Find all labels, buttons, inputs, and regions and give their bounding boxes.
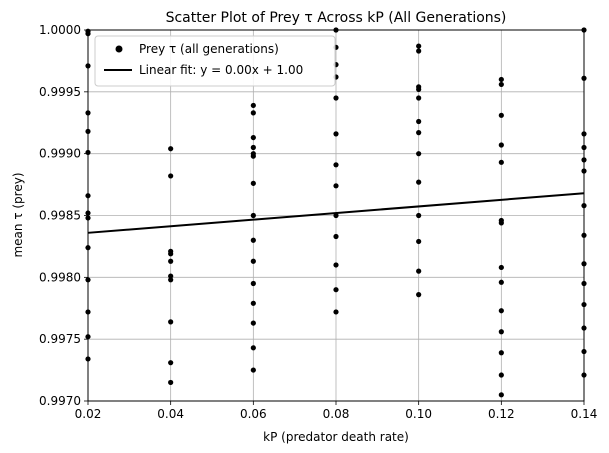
data-point — [498, 279, 504, 285]
data-point — [333, 162, 339, 168]
data-point — [168, 258, 174, 264]
data-point — [416, 43, 422, 49]
data-point — [333, 131, 339, 137]
data-point — [498, 142, 504, 148]
y-tick-label: 0.9985 — [39, 209, 81, 223]
data-point — [416, 118, 422, 125]
data-point — [250, 180, 256, 186]
data-point — [333, 212, 339, 219]
y-axis-ticks: 0.9970 0.9975 0.9980 0.9985 0.9990 0.9995 1.00… — [39, 23, 88, 408]
data-point — [498, 76, 504, 83]
x-tick-label: 0.08 — [323, 407, 350, 421]
data-point — [498, 264, 504, 271]
data-point — [250, 320, 256, 326]
data-point — [416, 238, 422, 245]
data-point — [498, 159, 504, 165]
x-tick-label: 0.04 — [157, 407, 184, 421]
data-point — [498, 220, 504, 226]
data-point — [498, 81, 504, 88]
data-point — [333, 262, 339, 268]
data-point — [333, 233, 339, 240]
legend: Prey τ (all generations) Linear fit: y =… — [94, 35, 336, 87]
data-point — [333, 287, 339, 293]
data-point — [168, 173, 174, 179]
data-point — [250, 102, 256, 109]
data-point — [250, 134, 256, 141]
data-point — [250, 212, 256, 219]
x-axis-ticks: 0.02 0.04 0.06 0.08 0.10 0.12 0.14 — [75, 401, 598, 421]
data-point — [416, 151, 422, 157]
data-point — [416, 212, 422, 219]
data-point — [416, 292, 422, 298]
data-point — [168, 360, 174, 366]
data-point — [168, 319, 174, 325]
legend-box — [94, 35, 336, 87]
data-point — [168, 277, 174, 283]
x-tick-label: 0.14 — [571, 407, 598, 421]
data-point — [250, 110, 256, 116]
y-tick-label: 1.0000 — [39, 23, 81, 37]
x-axis-label: kP (predator death rate) — [263, 430, 409, 444]
data-point — [250, 300, 256, 306]
data-point — [416, 48, 422, 54]
y-tick-label: 0.9995 — [39, 85, 81, 99]
data-point — [498, 372, 504, 378]
data-point — [498, 329, 504, 335]
data-point — [333, 95, 339, 101]
data-point — [250, 367, 256, 373]
y-tick-label: 0.9970 — [39, 394, 81, 408]
legend-label-scatter: Prey τ (all generations) — [139, 42, 279, 56]
x-tick-label: 0.02 — [75, 407, 102, 421]
chart-title: Scatter Plot of Prey τ Across kP (All Ge… — [166, 10, 507, 26]
x-tick-label: 0.12 — [488, 407, 515, 421]
data-point — [250, 258, 256, 264]
data-point — [416, 95, 422, 101]
data-point — [416, 268, 422, 274]
data-point — [498, 350, 504, 356]
y-tick-label: 0.9990 — [39, 147, 81, 161]
data-point — [416, 130, 422, 136]
x-tick-label: 0.10 — [405, 407, 432, 421]
data-point — [168, 273, 174, 279]
data-point — [498, 392, 504, 398]
data-point — [168, 146, 174, 152]
data-point — [250, 280, 256, 287]
data-point — [168, 251, 174, 257]
y-axis-label: mean τ (prey) — [11, 172, 25, 257]
data-point — [416, 179, 422, 185]
data-point — [333, 309, 339, 315]
y-tick-label: 0.9975 — [39, 332, 81, 346]
legend-label-fit: Linear fit: y = 0.00x + 1.00 — [139, 63, 303, 77]
data-point — [416, 86, 422, 92]
x-tick-label: 0.06 — [240, 407, 267, 421]
data-point — [250, 144, 256, 151]
data-point — [250, 153, 256, 159]
data-point — [250, 237, 256, 243]
data-point — [498, 308, 504, 314]
data-point — [168, 379, 174, 386]
data-point — [250, 345, 256, 351]
y-tick-label: 0.9980 — [39, 270, 81, 284]
data-point — [498, 112, 504, 118]
legend-marker-scatter — [115, 45, 123, 53]
data-point — [333, 183, 339, 189]
